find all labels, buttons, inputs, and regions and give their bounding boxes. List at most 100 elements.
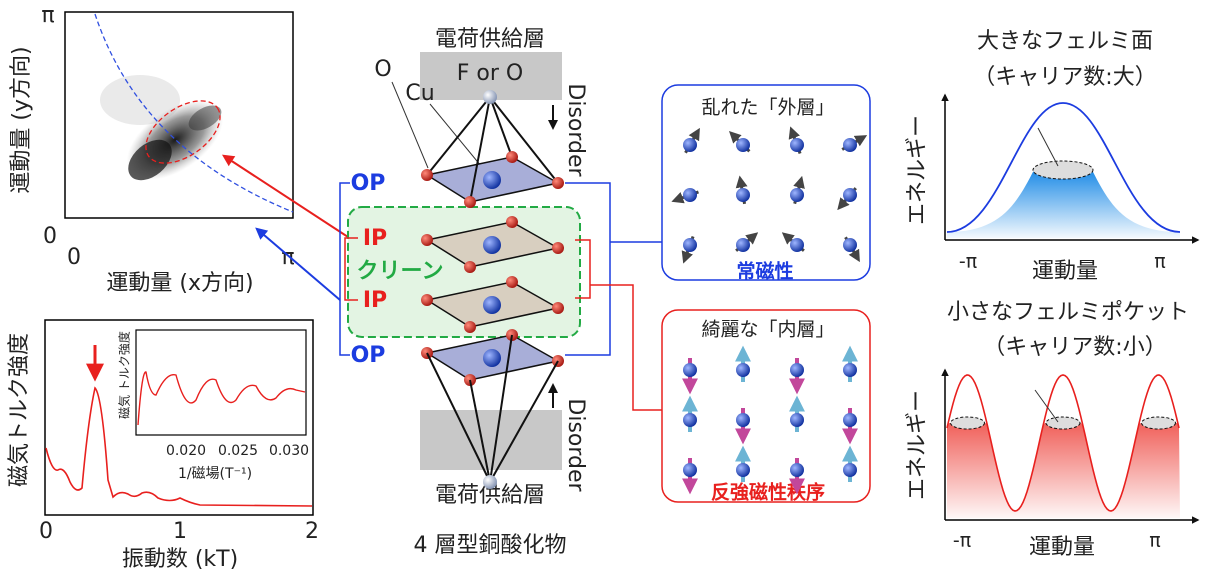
bond [489,334,513,483]
x-label: 運動量 [1032,259,1098,284]
bond [489,360,559,483]
atom-label: Cu [405,81,434,106]
spin-atom [736,413,750,427]
apex-label: F or O [457,61,523,86]
spin-atom [683,363,697,377]
spin-atom [736,463,750,477]
copper [483,171,501,189]
spin-atom [843,238,857,252]
torque-curve [45,386,313,507]
oxygen [552,302,564,314]
x-tick: -π [959,251,977,273]
spin-atom [736,238,750,252]
inner-bracket-left [344,237,358,301]
oxygen [506,216,518,228]
inset-curve [137,371,306,426]
spin-atom [843,413,857,427]
x-tick: -π [953,530,971,552]
copper [483,236,501,254]
spin-atom [790,413,804,427]
inset-x-tick: 0.030 [269,443,309,459]
band [946,374,1180,512]
spin-atom [736,138,750,152]
spin-atom [683,138,697,152]
reservoir-bottom [420,410,562,470]
fermi-pocket [1045,416,1081,430]
x-label: 運動量 (x方向) [106,271,253,296]
bond [426,96,491,176]
box-label: 常磁性 [736,260,793,283]
oxygen [506,151,518,163]
outer-bracket-left [339,182,350,356]
pointer [1034,389,1059,423]
apex-atom [483,90,497,104]
oxygen [421,169,433,181]
spin-atom [683,413,697,427]
spin-atom [843,363,857,377]
fermi-pocket [1141,416,1176,430]
x-label: 運動量 [1029,535,1095,560]
spins [671,126,868,495]
spin-atom [683,463,697,477]
fermi-line [94,13,294,213]
panel-title: 小さなフェルミポケット [947,300,1189,325]
spin-atom [843,463,857,477]
op-label: OP [351,343,386,368]
filled-band [947,170,1180,238]
inner-connector [590,284,662,411]
caption: 4 層型銅酸化物 [414,533,567,558]
box-label: 反強磁性秩序 [711,481,825,504]
inset-x-tick: 0.020 [166,443,206,459]
oxygen [464,321,476,333]
outer-box [661,84,871,281]
filled-band [947,423,1180,518]
y-label: エネルギー [905,115,930,225]
structure: 電荷供給層 F or O O Cu Disorder Disorder OP I… [339,27,662,558]
x-tick: π [281,245,294,270]
spin-atom [843,138,857,152]
x-tick: π [1154,251,1165,273]
panel-title: 大きなフェルミ面 [977,29,1153,54]
fermi-surface [1032,160,1094,180]
panel-subtitle: （キャリア数:小） [983,335,1166,360]
inner-arrow [221,154,349,238]
x-tick: 1 [173,519,187,544]
large-fs-panel: 大きなフェルミ面 （キャリア数:大） エネルギー -π π 運動量 [905,29,1200,284]
bond [469,379,491,483]
box-title: 綺麗な「内層」 [701,319,834,341]
y-label: 磁気トルク強度 [7,333,32,487]
torque-panel: 0.020 0.025 0.030 1/磁場(T⁻¹) 磁気 トルク強度 0 1… [7,319,319,572]
x-label: 振動数 (kT) [122,547,238,572]
ip-label: IP [363,288,387,313]
y-tick: π [41,3,54,28]
spin-atom [843,188,857,202]
apex-atom [483,475,497,489]
atom-label: O [374,57,391,82]
band [946,102,1181,233]
ip-label: IP [363,226,387,251]
spin-atom [790,188,804,202]
inset-x-tick: 0.025 [218,443,258,459]
inner-box [661,309,871,503]
fermi-pocket [145,100,221,164]
y-tick: 0 [43,224,57,249]
copper [483,349,501,367]
spin-atom [790,363,804,377]
oxygen [421,294,433,306]
oxygen [421,234,433,246]
x-tick: 0 [39,519,53,544]
spin-atom [790,138,804,152]
op-label: OP [351,171,386,196]
clean-label: クリーン [357,259,444,284]
oxygen [464,261,476,273]
x-tick: 2 [305,519,319,544]
inner-bracket-right [575,239,591,299]
oxygen [552,242,564,254]
bond [489,96,513,158]
oxygen [506,276,518,288]
outer-bracket-right [565,182,611,356]
disorder-label: Disorder [563,398,588,492]
fermi-pocket [950,416,985,430]
bond [489,96,559,184]
